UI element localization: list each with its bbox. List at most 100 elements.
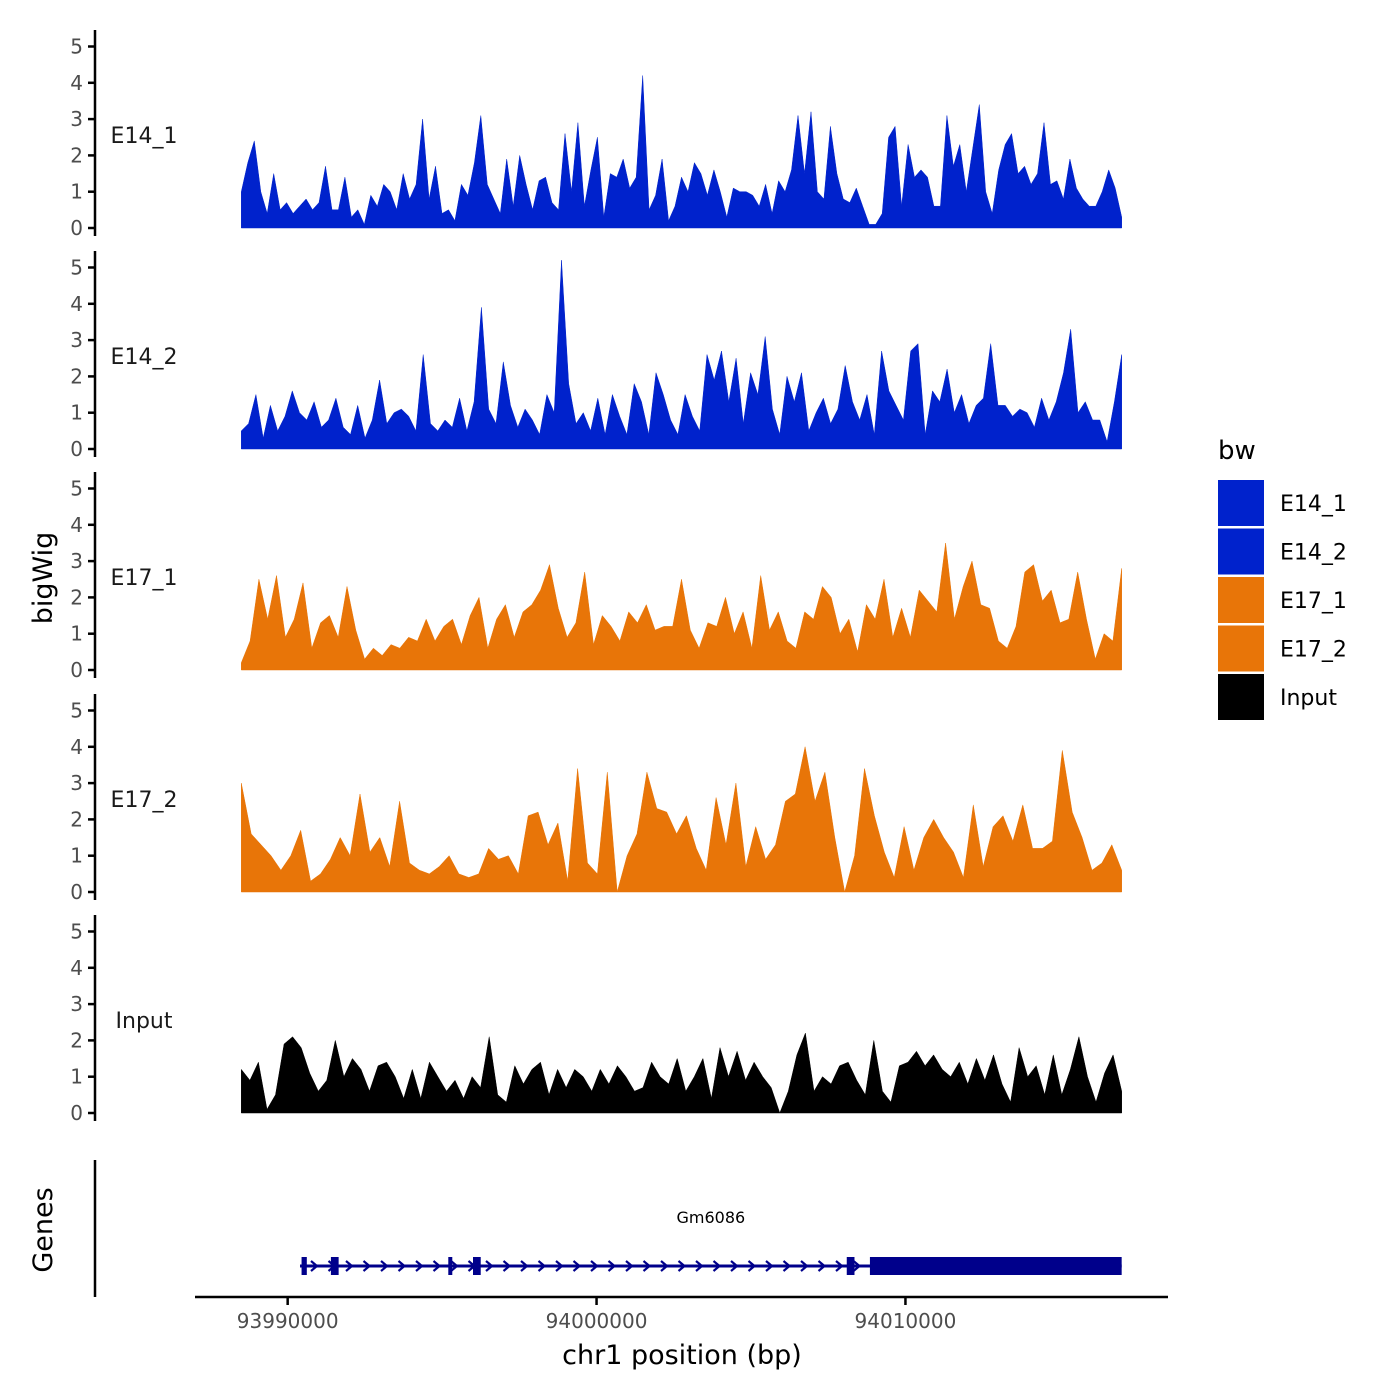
track-label: E17_2 [111,788,178,813]
track-label: E14_2 [111,345,178,370]
strand-arrow [765,1260,774,1272]
track-panel-input: 0 1 2 3 4 5 Input [70,914,1122,1125]
gene-exon [846,1257,855,1275]
legend-swatch-e17-2 [1218,625,1264,672]
strand-arrow [310,1260,319,1272]
gene-exon [448,1257,453,1275]
legend: bw E14_1 E14_2 E17_1 E17_2 Input [1218,436,1347,720]
strand-arrow [380,1260,389,1272]
strand-arrow [572,1260,582,1272]
legend-swatch-input [1218,674,1264,720]
strand-arrow [852,1260,862,1272]
strand-arrow [555,1260,564,1272]
y-tick-label: 4 [70,513,83,537]
gene-exon [473,1257,481,1275]
x-tick-label: 94010000 [855,1309,957,1333]
legend-label-e17-2: E17_2 [1280,638,1347,663]
strand-arrow [432,1260,442,1272]
y-tick-label: 0 [70,437,83,461]
gene-label: Gm6086 [676,1208,745,1227]
y-tick-label: 4 [70,71,83,95]
y-tick-label: 4 [70,956,83,980]
y-tick-label: 2 [70,1028,83,1052]
y-tick-label: 4 [70,735,83,759]
strand-arrow [782,1260,792,1272]
y-tick-label: 4 [70,292,83,316]
y-tick-label: 2 [70,585,83,609]
legend-swatch-e17-1 [1218,577,1264,623]
y-tick-label: 5 [70,35,83,59]
y-tick-label: 1 [70,1065,83,1089]
legend-swatch-e14-2 [1218,528,1264,575]
x-tick-label: 94000000 [546,1309,648,1333]
strand-arrow [835,1260,844,1272]
coverage-area-input [241,1032,1122,1114]
strand-arrow [625,1260,634,1272]
strand-arrow [345,1260,354,1272]
strand-arrow [642,1260,652,1272]
strand-arrow [695,1260,704,1272]
y-tick-label: 1 [70,844,83,868]
legend-title: bw [1218,436,1256,466]
strand-arrow [397,1260,407,1272]
strand-arrow [520,1260,529,1272]
y-tick-label: 0 [70,216,83,240]
track-label: E17_1 [111,566,178,591]
track-panel-e17-2: 0 1 2 3 4 5 E17_2 [70,693,1122,904]
legend-swatch-e14-1 [1218,480,1264,526]
y-tick-label: 2 [70,807,83,831]
y-tick-label: 3 [70,107,83,131]
strand-arrow [660,1260,669,1272]
y-tick-label: 3 [70,549,83,573]
gene-exon [869,1257,1122,1275]
legend-label-input: Input [1280,686,1337,711]
track-panels: 0 1 2 3 4 5 E14_1 0 1 2 3 4 5 E14_2 0 1 2 3 4 5 E17_1 0 1 2 3 4 5 E… [70,29,1122,1125]
y-tick-label: 3 [70,992,83,1016]
track-panel-e14-1: 0 1 2 3 4 5 E14_1 [70,29,1122,240]
track-label: Input [116,1009,173,1034]
strand-arrow [502,1260,512,1272]
y-tick-label: 1 [70,401,83,425]
y-tick-label: 0 [70,1101,83,1125]
coverage-area-e14-2 [241,260,1122,450]
y-tick-label: 2 [70,143,83,167]
coverage-area-e17-1 [241,542,1122,671]
strand-arrow [415,1260,424,1272]
x-tick-label: 93990000 [237,1309,339,1333]
genes-axis-title: Genes [28,1187,59,1272]
strand-arrow [712,1260,722,1272]
strand-arrow [817,1260,827,1272]
strand-arrow [362,1260,372,1272]
x-axis: 93990000 94000000 94010000 [195,1295,1168,1333]
gene-track: Gm6086 [93,1160,1122,1297]
y-tick-label: 5 [70,256,83,280]
coverage-area-e17-2 [241,746,1122,893]
track-panel-e17-1: 0 1 2 3 4 5 E17_1 [70,471,1122,682]
gene-exon [301,1257,307,1275]
strand-arrow [607,1260,617,1272]
track-label: E14_1 [111,124,178,149]
gene-exon [330,1257,339,1275]
y-tick-label: 0 [70,880,83,904]
y-tick-label: 5 [70,920,83,944]
strand-arrow [537,1260,547,1272]
y-tick-label: 5 [70,477,83,501]
gene-gm6086: Gm6086 [300,1208,1122,1275]
y-tick-label: 1 [70,180,83,204]
y-tick-label: 1 [70,622,83,646]
strand-arrow [677,1260,687,1272]
x-axis-title: chr1 position (bp) [562,1340,802,1371]
strand-arrow [590,1260,599,1272]
legend-label-e14-2: E14_2 [1280,541,1347,566]
strand-arrow [747,1260,757,1272]
y-axis-title: bigWig [28,532,59,625]
strand-arrow [485,1260,494,1272]
track-panel-e14-2: 0 1 2 3 4 5 E14_2 [70,250,1122,461]
strand-arrow [730,1260,739,1272]
y-tick-label: 5 [70,699,83,723]
strand-arrow [800,1260,809,1272]
strand-arrow [450,1260,459,1272]
legend-label-e17-1: E17_1 [1280,589,1347,614]
coverage-area-e14-1 [241,75,1122,229]
